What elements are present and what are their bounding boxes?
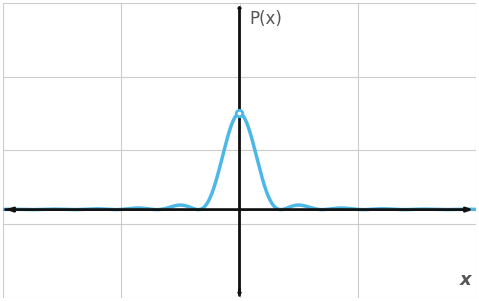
Ellipse shape [236, 110, 243, 117]
Text: P(x): P(x) [249, 10, 282, 28]
Text: x: x [460, 272, 471, 290]
